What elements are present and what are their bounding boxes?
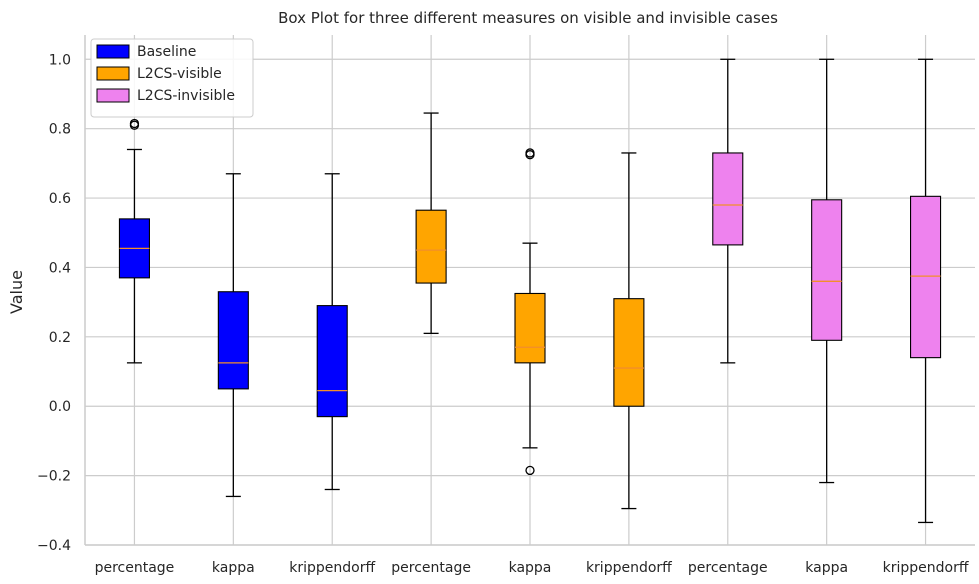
box-rect: [217, 291, 249, 390]
legend-swatch: [96, 44, 130, 59]
y-tick-label: 0.2: [49, 330, 71, 346]
legend-swatch: [96, 88, 130, 103]
chart-title: Box Plot for three different measures on…: [278, 9, 778, 27]
y-tick-label: 1.0: [49, 52, 71, 68]
legend: Baseline L2CS-visible L2CS-invisible: [90, 38, 254, 118]
box-4: [415, 112, 447, 335]
x-tick-label: percentage: [95, 560, 175, 576]
box-rect: [712, 152, 744, 246]
x-tick-label: kappa: [805, 560, 848, 576]
box-rect: [316, 305, 348, 418]
box-rect: [910, 195, 942, 359]
y-axis-label: Value: [7, 270, 26, 314]
box-5: [514, 148, 546, 476]
x-tick-label: krippendorff: [883, 560, 969, 576]
x-tick-label: kappa: [509, 560, 552, 576]
y-tick-label: 0.8: [49, 122, 71, 138]
box-1: [118, 118, 150, 364]
legend-label: Baseline: [137, 44, 196, 60]
box-7: [712, 58, 744, 364]
legend-swatch: [96, 66, 130, 81]
x-tick-label: kappa: [212, 560, 255, 576]
box-8: [811, 58, 843, 484]
box-rect: [613, 298, 645, 407]
x-tick-label: percentage: [391, 560, 471, 576]
x-tick-label: krippendorff: [586, 560, 672, 576]
outlier-point: [525, 465, 535, 476]
box-rect: [811, 199, 843, 341]
axis-layer: −0.4 −0.2 0.0 0.2 0.4 0.6 0.8 1.0 percentage kapp…: [37, 35, 975, 576]
y-tick-label: 0.6: [49, 191, 71, 207]
box-3: [316, 173, 348, 491]
legend-label: L2CS-invisible: [137, 88, 235, 104]
legend-frame: [90, 38, 254, 118]
y-tick-label: 0.0: [49, 399, 71, 415]
y-tick-label: −0.2: [37, 469, 71, 485]
box-rect: [514, 292, 546, 364]
x-tick-label: krippendorff: [289, 560, 375, 576]
outlier-point: [525, 148, 535, 158]
box-rect: [415, 209, 447, 284]
box-2: [217, 173, 249, 498]
box-6: [613, 152, 645, 510]
legend-label: L2CS-visible: [137, 66, 222, 82]
box-layer: [118, 58, 942, 524]
box-9: [910, 58, 942, 524]
y-tick-label: 0.4: [49, 260, 71, 276]
x-tick-label: percentage: [688, 560, 768, 576]
y-tick-label: −0.4: [37, 538, 71, 554]
outlier-point: [129, 118, 140, 129]
